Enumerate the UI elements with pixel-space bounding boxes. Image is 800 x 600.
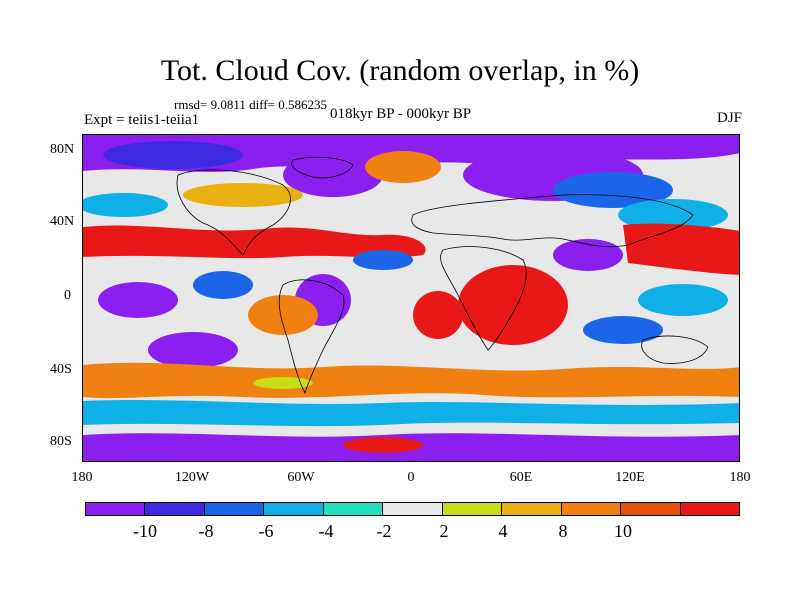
lon-label-180-east: 180 (729, 470, 751, 485)
colorbar-label-neg6: -6 (258, 521, 274, 541)
experiment-label: Expt = teiis1-teiia1 (84, 112, 200, 128)
indian-ocean-neg (583, 316, 663, 344)
lat-label-40n: 40N (50, 214, 75, 229)
south-atlantic-pos (413, 291, 463, 339)
southern-pos-band (83, 362, 739, 399)
southern-ocean-cyan (83, 400, 739, 427)
south-america-outline (278, 279, 345, 395)
lon-label-180-west: 180 (71, 470, 93, 485)
colorbar-box-1 (145, 503, 205, 515)
north-pacific-neg (103, 141, 243, 169)
colorbar-label-10: 10 (614, 521, 632, 541)
lon-label-0: 0 (407, 470, 415, 485)
antarctic-pos-patch (343, 437, 423, 453)
colorbar-label-8: 8 (558, 521, 568, 541)
greenland-neg (283, 153, 383, 197)
maritime-neg (553, 239, 623, 271)
colorbar-box-3 (264, 503, 324, 515)
central-pacific-neg (98, 282, 178, 318)
map-plot-area (82, 134, 740, 462)
tropical-atlantic-neg (353, 250, 413, 270)
colorbar-label-2: 2 (439, 521, 449, 541)
north-america-outline (176, 169, 291, 256)
colorbar-box-0 (86, 503, 146, 515)
southeast-pacific-neg (148, 332, 238, 368)
lon-label-120e: 120E (615, 470, 645, 485)
colorbar-box-8 (561, 503, 622, 515)
eurasia-outline (411, 194, 694, 248)
east-pacific-neg (193, 271, 253, 299)
north-atlantic-pos (365, 151, 441, 183)
africa-pos (458, 265, 568, 345)
colorbar-label-neg2: -2 (376, 521, 392, 541)
north-america-pos (183, 183, 303, 207)
colorbar-box-7 (502, 503, 562, 515)
lat-label-40s: 40S (50, 362, 72, 377)
australia-outline (641, 335, 709, 364)
coastlines (176, 156, 709, 395)
lat-label-80s: 80S (50, 434, 72, 449)
colorbar-box-4 (323, 503, 384, 515)
lon-label-60e: 60E (509, 470, 533, 485)
africa-outline (440, 246, 527, 351)
colorbar-label-neg4: -4 (318, 521, 334, 541)
colorbar-label-neg10: -10 (133, 521, 157, 541)
colorbar-box-2 (204, 503, 265, 515)
colorbar-box-10 (680, 503, 739, 515)
south-america-pos (248, 295, 318, 335)
lat-label-equator: 0 (64, 288, 71, 303)
period-label: 018kyr BP - 000kyr BP (330, 106, 472, 122)
colorbar-box-6 (442, 503, 503, 515)
colorbar-label-neg8: -8 (198, 521, 214, 541)
pacific-cyan-north (83, 193, 168, 217)
south-pacific-cyan (638, 284, 728, 316)
west-pacific-cyan (618, 199, 728, 231)
stats-line: rmsd= 9.0811 diff= 0.586235 (174, 97, 327, 112)
greenland-outline (291, 156, 354, 179)
lon-label-60w: 60W (287, 470, 315, 485)
colorbar-label-4: 4 (498, 521, 508, 541)
lon-label-120w: 120W (174, 470, 210, 485)
anomaly-map (83, 135, 739, 461)
map-title: Tot. Cloud Cov. (random overlap, in %) (160, 54, 640, 87)
south-yellow-patch (253, 377, 313, 389)
colorbar-box-9 (621, 503, 681, 515)
lat-label-80n: 80N (50, 142, 75, 157)
season-label: DJF (716, 110, 742, 126)
colorbar-box-5 (383, 503, 443, 515)
subtropical-pos-band-west (83, 225, 426, 259)
colorbar (85, 502, 740, 516)
